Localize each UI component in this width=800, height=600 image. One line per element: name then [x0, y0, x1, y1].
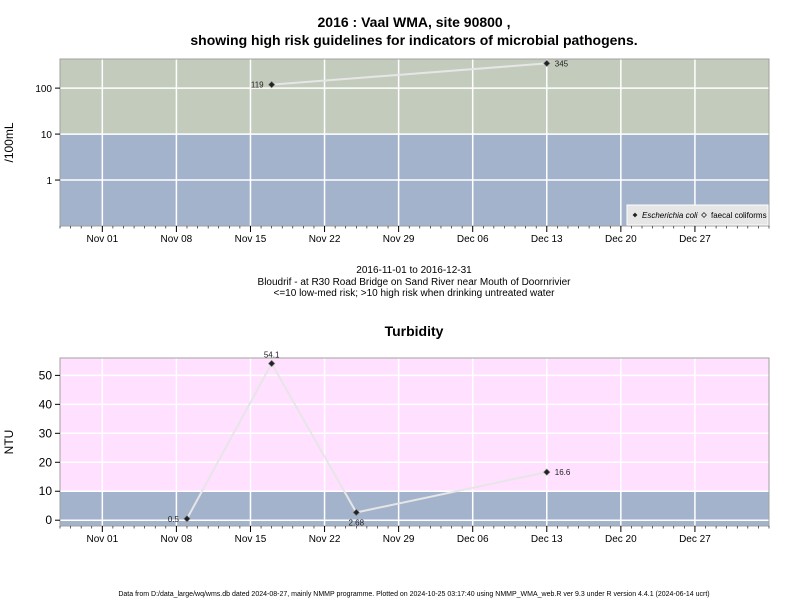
x-tick-label: Dec 13: [531, 534, 563, 545]
y-tick-label: 1: [46, 176, 52, 187]
high-risk-band: [60, 358, 769, 492]
chart-title-line2: showing high risk guidelines for indicat…: [190, 32, 637, 48]
data-label: 119: [251, 81, 264, 90]
legend-marker-faecal: [701, 212, 707, 218]
data-point: [543, 59, 551, 68]
legend-label-ecoli: Escherichia coli: [642, 211, 698, 220]
y-tick-label: 10: [41, 130, 53, 141]
data-label: 345: [555, 59, 569, 68]
data-label: 16.6: [555, 468, 571, 477]
y-tick-label: 10: [39, 484, 53, 498]
x-tick-label: Dec 27: [679, 234, 711, 245]
turbidity-panel: 0 10 20 30 40 50 Nov 01 Nov 08 Nov 15 Nov 22 Nov 2…: [2, 351, 770, 545]
risk-note: <=10 low-med risk; >10 high risk when dr…: [274, 288, 556, 299]
x-tick-label: Nov 22: [309, 534, 341, 545]
plot-frame: [59, 58, 770, 227]
x-tick-label: Dec 13: [531, 234, 563, 245]
x-tick-label: Dec 20: [605, 534, 637, 545]
series-line: [271, 62, 547, 86]
data-label: 2.68: [349, 518, 365, 527]
x-tick-label: Dec 06: [457, 234, 489, 245]
y-tick-label: 20: [39, 455, 53, 469]
data-label: 54.1: [264, 351, 280, 360]
footer-note: Data from D:/data_large/wq/wms.db dated …: [118, 591, 709, 598]
x-tick-label: Dec 20: [605, 234, 637, 245]
period-text: 2016-11-01 to 2016-12-31: [356, 265, 472, 276]
data-label: 0.5: [168, 515, 180, 524]
x-tick-label: Nov 29: [383, 534, 415, 545]
x-tick-label: Nov 01: [86, 234, 118, 245]
x-tick-label: Nov 08: [161, 534, 193, 545]
legend-label-faecal: faecal coliforms: [711, 211, 767, 220]
turbidity-title: Turbidity: [385, 323, 444, 339]
ecoli-panel: 1 10 100 Nov 01 Nov 08 Nov 15 Nov 22 Nov 29 Dec …: [2, 58, 770, 245]
chart-title-line1: 2016 : Vaal WMA, site 90800 ,: [318, 14, 511, 30]
legend-box: [626, 204, 769, 226]
y-tick-label: 0: [45, 513, 52, 527]
legend-marker-ecoli: [632, 212, 638, 218]
y-tick-label: 40: [39, 397, 53, 411]
y-tick-label: 50: [39, 368, 53, 382]
x-tick-label: Nov 22: [309, 234, 341, 245]
y-tick-label: 30: [39, 426, 53, 440]
legend: Escherichia coli faecal coliforms: [626, 204, 769, 226]
x-tick-label: Dec 27: [679, 534, 711, 545]
x-tick-label: Nov 01: [86, 534, 118, 545]
data-point: [543, 468, 551, 476]
series-line: [186, 361, 547, 520]
x-tick-label: Nov 15: [235, 234, 267, 245]
data-point: [268, 81, 276, 89]
x-tick-label: Nov 08: [161, 234, 193, 245]
site-description: Bloudrif - at R30 Road Bridge on Sand Ri…: [258, 277, 572, 288]
data-point: [183, 515, 191, 523]
y-axis-title: NTU: [2, 430, 16, 455]
data-point: [352, 508, 360, 517]
y-axis-title: /100mL: [2, 122, 16, 162]
y-tick-label: 100: [35, 84, 52, 95]
high-risk-band: [60, 59, 769, 135]
x-tick-label: Dec 06: [457, 534, 489, 545]
x-tick-label: Nov 15: [235, 534, 267, 545]
data-point: [268, 359, 276, 368]
x-tick-label: Nov 29: [383, 234, 415, 245]
plot-frame: [59, 357, 770, 527]
